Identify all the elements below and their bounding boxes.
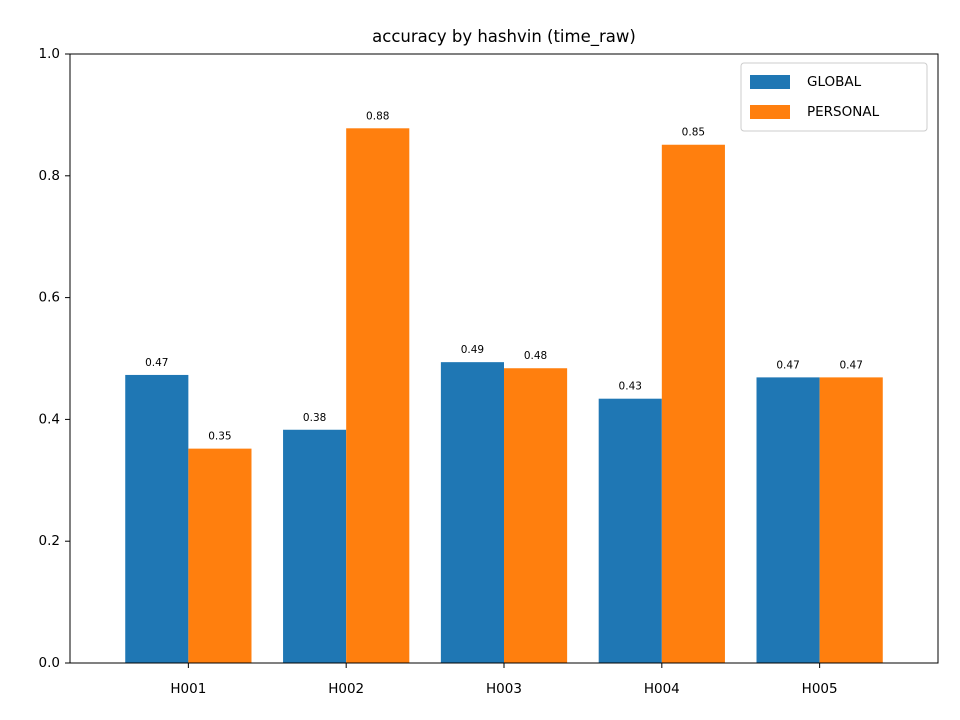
bar-personal-h003 [504,368,568,663]
bar-personal-h002 [346,128,410,664]
bar-global-h001 [125,374,189,663]
bars-layer [125,128,883,664]
value-label-personal-h004: 0.85 [682,127,705,139]
y-tick-label: 0.0 [39,655,60,671]
value-label-personal-h001: 0.35 [208,431,231,443]
y-tick-label: 1.0 [39,46,60,62]
value-label-personal-h005: 0.47 [840,359,863,371]
value-label-global-h001: 0.47 [145,357,168,369]
y-tick-label: 0.2 [39,533,60,549]
value-label-global-h005: 0.47 [776,359,799,371]
value-labels-layer: 0.47 0.38 0.49 0.43 0.47 0.35 0.88 0.48 0.85 0.47 [145,110,863,442]
legend-label-global: GLOBAL [807,74,862,90]
bar-personal-h001 [188,448,252,663]
plot-frame [69,53,939,664]
y-tick-label: 0.8 [39,168,60,184]
bar-global-h004 [598,398,662,663]
y-axis: 0.0 0.2 0.4 0.6 0.8 1.0 [39,46,70,671]
y-tick-label: 0.4 [39,411,60,427]
x-tick-label: H005 [802,681,838,697]
value-label-global-h002: 0.38 [303,412,326,424]
chart-title: accuracy by hashvin (time_raw) [372,27,636,47]
bar-global-h003 [440,362,504,663]
bar-personal-h004 [661,144,725,664]
legend-swatch-global [750,75,790,89]
legend-swatch-personal [750,105,790,119]
x-tick-label: H003 [486,681,522,697]
y-tick-label: 0.6 [39,290,60,306]
value-label-global-h003: 0.49 [461,344,484,356]
value-label-global-h004: 0.43 [619,381,642,393]
value-label-personal-h002: 0.88 [366,110,389,122]
bar-personal-h005 [819,377,883,663]
bar-global-h005 [756,377,820,663]
x-axis: H001 H002 H003 H004 H005 [170,663,838,697]
x-tick-label: H002 [328,681,364,697]
value-label-personal-h003: 0.48 [524,350,547,362]
legend: GLOBAL PERSONAL [740,62,928,132]
x-tick-label: H004 [644,681,680,697]
legend-label-personal: PERSONAL [807,104,880,120]
x-tick-label: H001 [170,681,206,697]
bar-global-h002 [283,429,347,663]
